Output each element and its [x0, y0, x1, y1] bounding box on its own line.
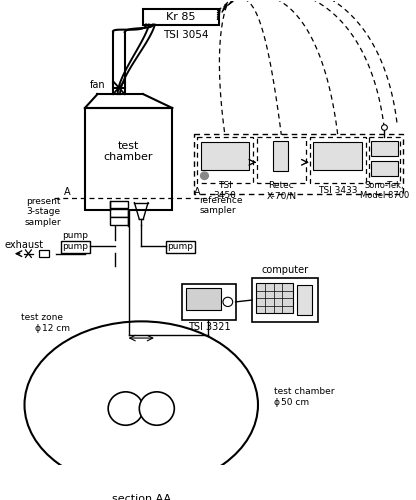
Text: present
3-stage
sampler: present 3-stage sampler	[25, 197, 61, 227]
Bar	[166, 240, 195, 252]
Text: test
chamber: test chamber	[104, 141, 154, 163]
Bar	[110, 201, 128, 208]
Bar	[39, 250, 49, 258]
Text: Kr 85: Kr 85	[166, 12, 196, 22]
Bar	[371, 161, 398, 176]
Bar	[110, 382, 172, 427]
Text: test zone: test zone	[21, 313, 63, 322]
Bar	[197, 137, 253, 183]
Text: reference
sampler: reference sampler	[200, 196, 243, 215]
Bar	[186, 288, 221, 310]
Circle shape	[108, 392, 143, 425]
Bar	[313, 142, 362, 170]
Bar	[201, 142, 249, 170]
Text: section AA: section AA	[111, 494, 171, 500]
Text: pump: pump	[167, 242, 193, 251]
Bar	[297, 285, 312, 315]
Text: TSI 3054: TSI 3054	[163, 30, 209, 40]
Text: TSI
3450: TSI 3450	[213, 181, 236, 201]
Text: ϕ: ϕ	[34, 324, 40, 334]
Polygon shape	[85, 94, 172, 108]
Bar	[369, 137, 400, 183]
Text: Retec
X-70/N: Retec X-70/N	[266, 181, 296, 201]
Circle shape	[139, 392, 174, 425]
Bar	[371, 142, 398, 156]
Circle shape	[223, 298, 233, 306]
Text: A: A	[194, 188, 201, 198]
Bar	[182, 284, 235, 320]
Bar	[257, 137, 306, 183]
Text: fan: fan	[90, 80, 105, 90]
Bar	[252, 278, 318, 322]
Bar	[110, 209, 128, 216]
Circle shape	[381, 124, 387, 130]
Circle shape	[201, 172, 208, 180]
Bar	[256, 284, 293, 313]
Text: computer: computer	[262, 266, 309, 276]
Text: 12 cm: 12 cm	[42, 324, 70, 334]
Text: Sono-Tek,
Model 8700: Sono-Tek, Model 8700	[360, 181, 409, 201]
Bar	[194, 134, 403, 194]
Text: test chamber: test chamber	[274, 388, 334, 396]
Bar	[272, 142, 288, 171]
Text: pump: pump	[62, 242, 88, 251]
Bar	[110, 218, 128, 225]
Text: TSI 3433: TSI 3433	[318, 186, 357, 195]
Text: 50 cm: 50 cm	[281, 398, 310, 406]
Bar	[143, 9, 219, 24]
Text: ϕ: ϕ	[274, 398, 280, 406]
Text: pump: pump	[62, 230, 88, 239]
Bar	[310, 137, 366, 183]
Text: TSI 3321: TSI 3321	[188, 322, 230, 332]
Text: exhaust: exhaust	[5, 240, 44, 250]
Bar	[85, 108, 172, 210]
Ellipse shape	[25, 322, 258, 488]
Text: A: A	[64, 188, 71, 198]
Bar	[60, 240, 90, 252]
